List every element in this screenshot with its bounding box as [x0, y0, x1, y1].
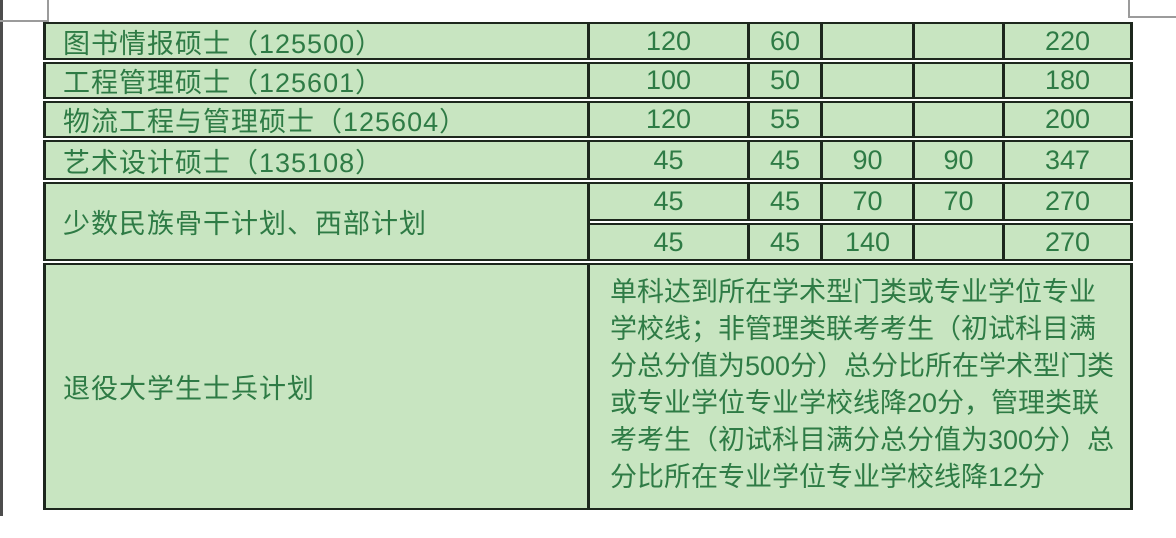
row-label: 图书情报硕士（125500）	[43, 22, 590, 60]
value-cell: 45	[750, 182, 823, 221]
row-label: 工程管理硕士（125601）	[43, 62, 590, 99]
value-cell	[915, 62, 1005, 99]
note-cell: 单科达到所在学术型门类或专业学位专业学校线；非管理类联考考生（初试科目满分总分值…	[590, 263, 1133, 510]
row-label: 退役大学生士兵计划	[43, 263, 590, 510]
value-cell: 347	[1005, 140, 1133, 180]
value-cell: 55	[750, 101, 823, 138]
value-cell	[915, 22, 1005, 60]
gridline-topright-vertical	[1128, 0, 1130, 17]
value-cell: 90	[915, 140, 1005, 180]
value-cell: 45	[590, 140, 750, 180]
value-cell: 45	[750, 140, 823, 180]
value-cell: 270	[1005, 182, 1133, 221]
value-cell: 45	[590, 223, 750, 261]
value-cell: 45	[590, 182, 750, 221]
value-cell	[823, 101, 915, 138]
row-label: 物流工程与管理硕士（125604）	[43, 101, 590, 138]
value-cell: 60	[750, 22, 823, 60]
admission-score-table: 图书情报硕士（125500） 120 60 220 工程管理硕士（125601）…	[43, 22, 1133, 510]
gridline-topright-horizontal	[1128, 16, 1176, 18]
value-cell: 45	[750, 223, 823, 261]
page-edge-line	[0, 0, 3, 516]
row-label: 少数民族骨干计划、西部计划	[43, 182, 590, 261]
row-label: 艺术设计硕士（135108）	[43, 140, 590, 180]
value-cell: 180	[1005, 62, 1133, 99]
value-cell: 120	[590, 101, 750, 138]
value-cell: 70	[823, 182, 915, 221]
value-cell	[915, 101, 1005, 138]
value-cell: 70	[915, 182, 1005, 221]
value-cell: 220	[1005, 22, 1133, 60]
value-cell: 200	[1005, 101, 1133, 138]
value-cell: 90	[823, 140, 915, 180]
value-cell: 120	[590, 22, 750, 60]
value-cell	[915, 223, 1005, 261]
value-cell: 50	[750, 62, 823, 99]
value-cell	[823, 22, 915, 60]
value-cell	[823, 62, 915, 99]
value-cell: 100	[590, 62, 750, 99]
gridline-topleft-horizontal	[0, 20, 49, 22]
value-cell: 140	[823, 223, 915, 261]
value-cell: 270	[1005, 223, 1133, 261]
gridline-topleft-vertical	[47, 0, 49, 21]
